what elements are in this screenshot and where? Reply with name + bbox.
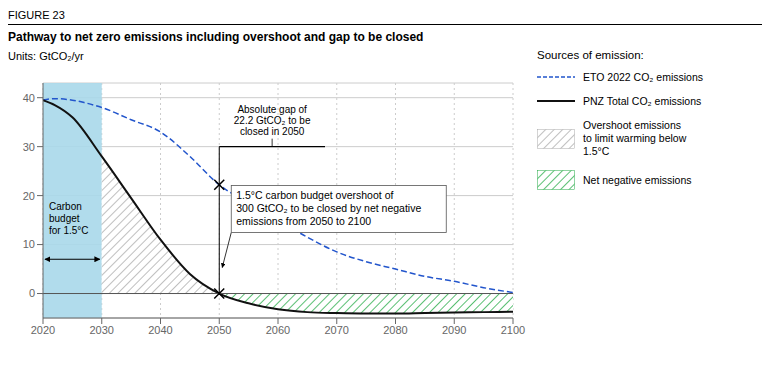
svg-text:Carbonbudgetfor 1.5°C: Carbonbudgetfor 1.5°C xyxy=(49,201,89,236)
svg-text:2030: 2030 xyxy=(90,324,114,336)
html-text:PNZ Total CO₂ emissions: PNZ Total CO₂ emissions xyxy=(583,95,702,107)
svg-text:Absolute gap of22.2 GtCO₂ to b: Absolute gap of22.2 GtCO₂ to beclosed in… xyxy=(234,104,311,137)
svg-text:30: 30 xyxy=(23,141,35,153)
svg-text:1.5°C carbon budget overshoot: 1.5°C carbon budget overshoot of300 GtCO… xyxy=(236,189,421,227)
svg-text:20: 20 xyxy=(23,190,35,202)
html-text:Net negative emissions: Net negative emissions xyxy=(583,173,692,186)
html-text:Overshoot emissions to limit w: Overshoot emissions to limit warming bel… xyxy=(583,119,687,157)
svg-text:2070: 2070 xyxy=(325,324,349,336)
svg-text:10: 10 xyxy=(23,238,35,250)
svg-text:40: 40 xyxy=(23,92,35,104)
html-text:ETO 2022 CO₂ emissions: ETO 2022 CO₂ emissions xyxy=(583,71,703,83)
html-text:Units: GtCO₂/yr: Units: GtCO₂/yr xyxy=(8,50,84,62)
svg-text:2090: 2090 xyxy=(442,324,466,336)
svg-text:0: 0 xyxy=(29,287,35,299)
svg-text:2050: 2050 xyxy=(207,324,231,336)
svg-text:2080: 2080 xyxy=(383,324,407,336)
svg-text:2040: 2040 xyxy=(148,324,172,336)
html-text:FIGURE 23: FIGURE 23 xyxy=(8,9,65,21)
html-text:Pathway to net zero emissions: Pathway to net zero emissions including … xyxy=(8,30,424,44)
svg-text:2100: 2100 xyxy=(501,324,525,336)
svg-text:2020: 2020 xyxy=(31,324,55,336)
svg-text:2060: 2060 xyxy=(266,324,290,336)
html-text:Sources of emission:: Sources of emission: xyxy=(537,49,644,61)
